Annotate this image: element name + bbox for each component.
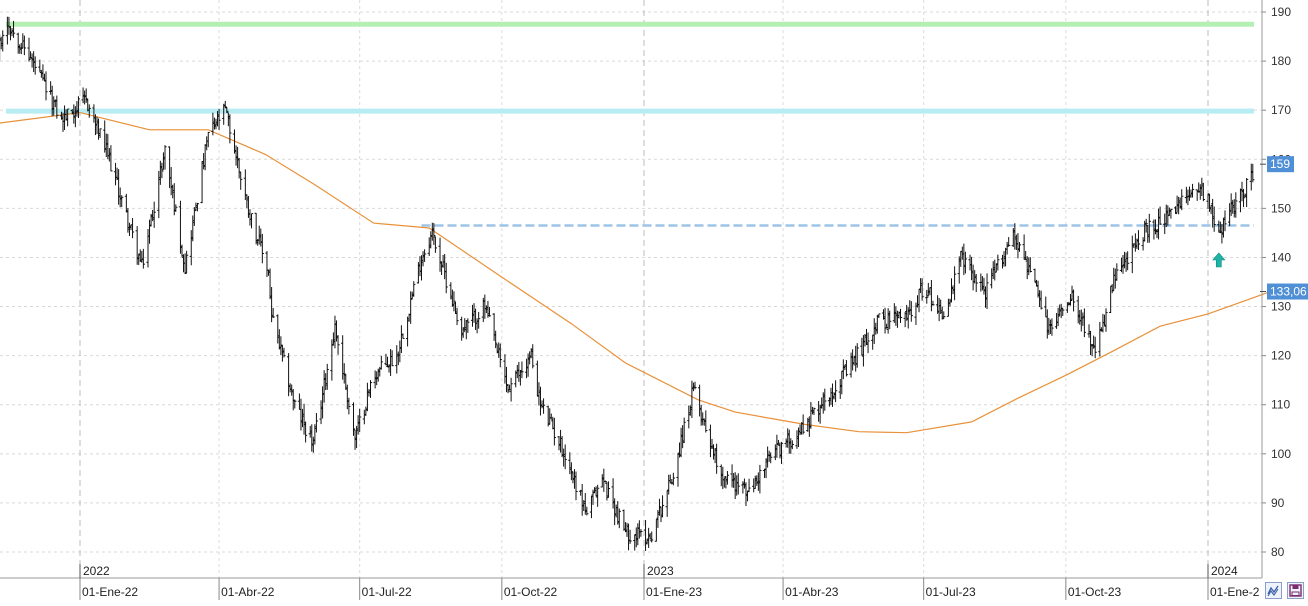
ohlc-bar — [330, 339, 333, 380]
chart-style-button[interactable] — [1265, 582, 1282, 599]
y-tick-label: 80 — [1271, 545, 1285, 559]
y-tick-label: 130 — [1271, 300, 1291, 314]
x-tick-label: 01-Abr-22 — [221, 585, 275, 599]
axis-value-label: 133,06 — [1260, 284, 1308, 300]
y-tick-label: 100 — [1271, 447, 1291, 461]
signal-marker — [1213, 253, 1225, 267]
moving-average — [0, 113, 1270, 433]
y-tick-label: 120 — [1271, 349, 1291, 363]
ohlc-bar — [747, 479, 750, 492]
save-button[interactable] — [1287, 582, 1304, 599]
y-tick-label: 170 — [1271, 103, 1291, 117]
y-tick-label: 90 — [1271, 496, 1285, 510]
value-label-text: 133,06 — [1270, 285, 1307, 299]
x-tick-label: 01-Oct-22 — [504, 585, 558, 599]
year-label: 2023 — [647, 564, 674, 578]
x-tick-label: 01-Jul-22 — [362, 585, 412, 599]
x-tick-label: 01-Oct-23 — [1068, 585, 1122, 599]
floppy-icon — [1288, 583, 1303, 598]
value-label-text: 159 — [1270, 157, 1290, 171]
y-tick-label: 190 — [1271, 5, 1291, 19]
x-tick-label: 01-Abr-23 — [785, 585, 839, 599]
wave-icon — [1266, 583, 1281, 598]
moving-average-line — [0, 113, 1270, 433]
value-labels: 159 133,06 — [1260, 156, 1308, 299]
support-resistance-lines — [6, 24, 1254, 225]
y-tick-label: 150 — [1271, 201, 1291, 215]
grid — [0, 0, 1262, 578]
year-label: 2024 — [1211, 564, 1238, 578]
ohlc-bar — [1098, 322, 1101, 357]
axis-value-label: 159 — [1260, 156, 1294, 172]
ohlc-bar — [1007, 237, 1010, 246]
year-label: 2022 — [83, 564, 110, 578]
ohlc-bar — [953, 266, 956, 300]
x-tick-label: 01-Ene-2 — [1210, 585, 1260, 599]
y-tick-label: 180 — [1271, 54, 1291, 68]
up-arrow-icon — [1213, 253, 1225, 267]
y-tick-label: 110 — [1271, 398, 1290, 412]
ohlc-bar — [1131, 236, 1134, 274]
x-tick-label: 01-Ene-22 — [82, 585, 138, 599]
ohlc-bar — [1245, 178, 1248, 207]
axes: 1901801701601501401301201101009080202220… — [0, 0, 1291, 600]
y-tick-label: 140 — [1271, 250, 1291, 264]
x-tick-label: 01-Ene-23 — [646, 585, 702, 599]
x-tick-label: 01-Jul-23 — [926, 585, 976, 599]
ohlc-bar — [676, 453, 679, 487]
